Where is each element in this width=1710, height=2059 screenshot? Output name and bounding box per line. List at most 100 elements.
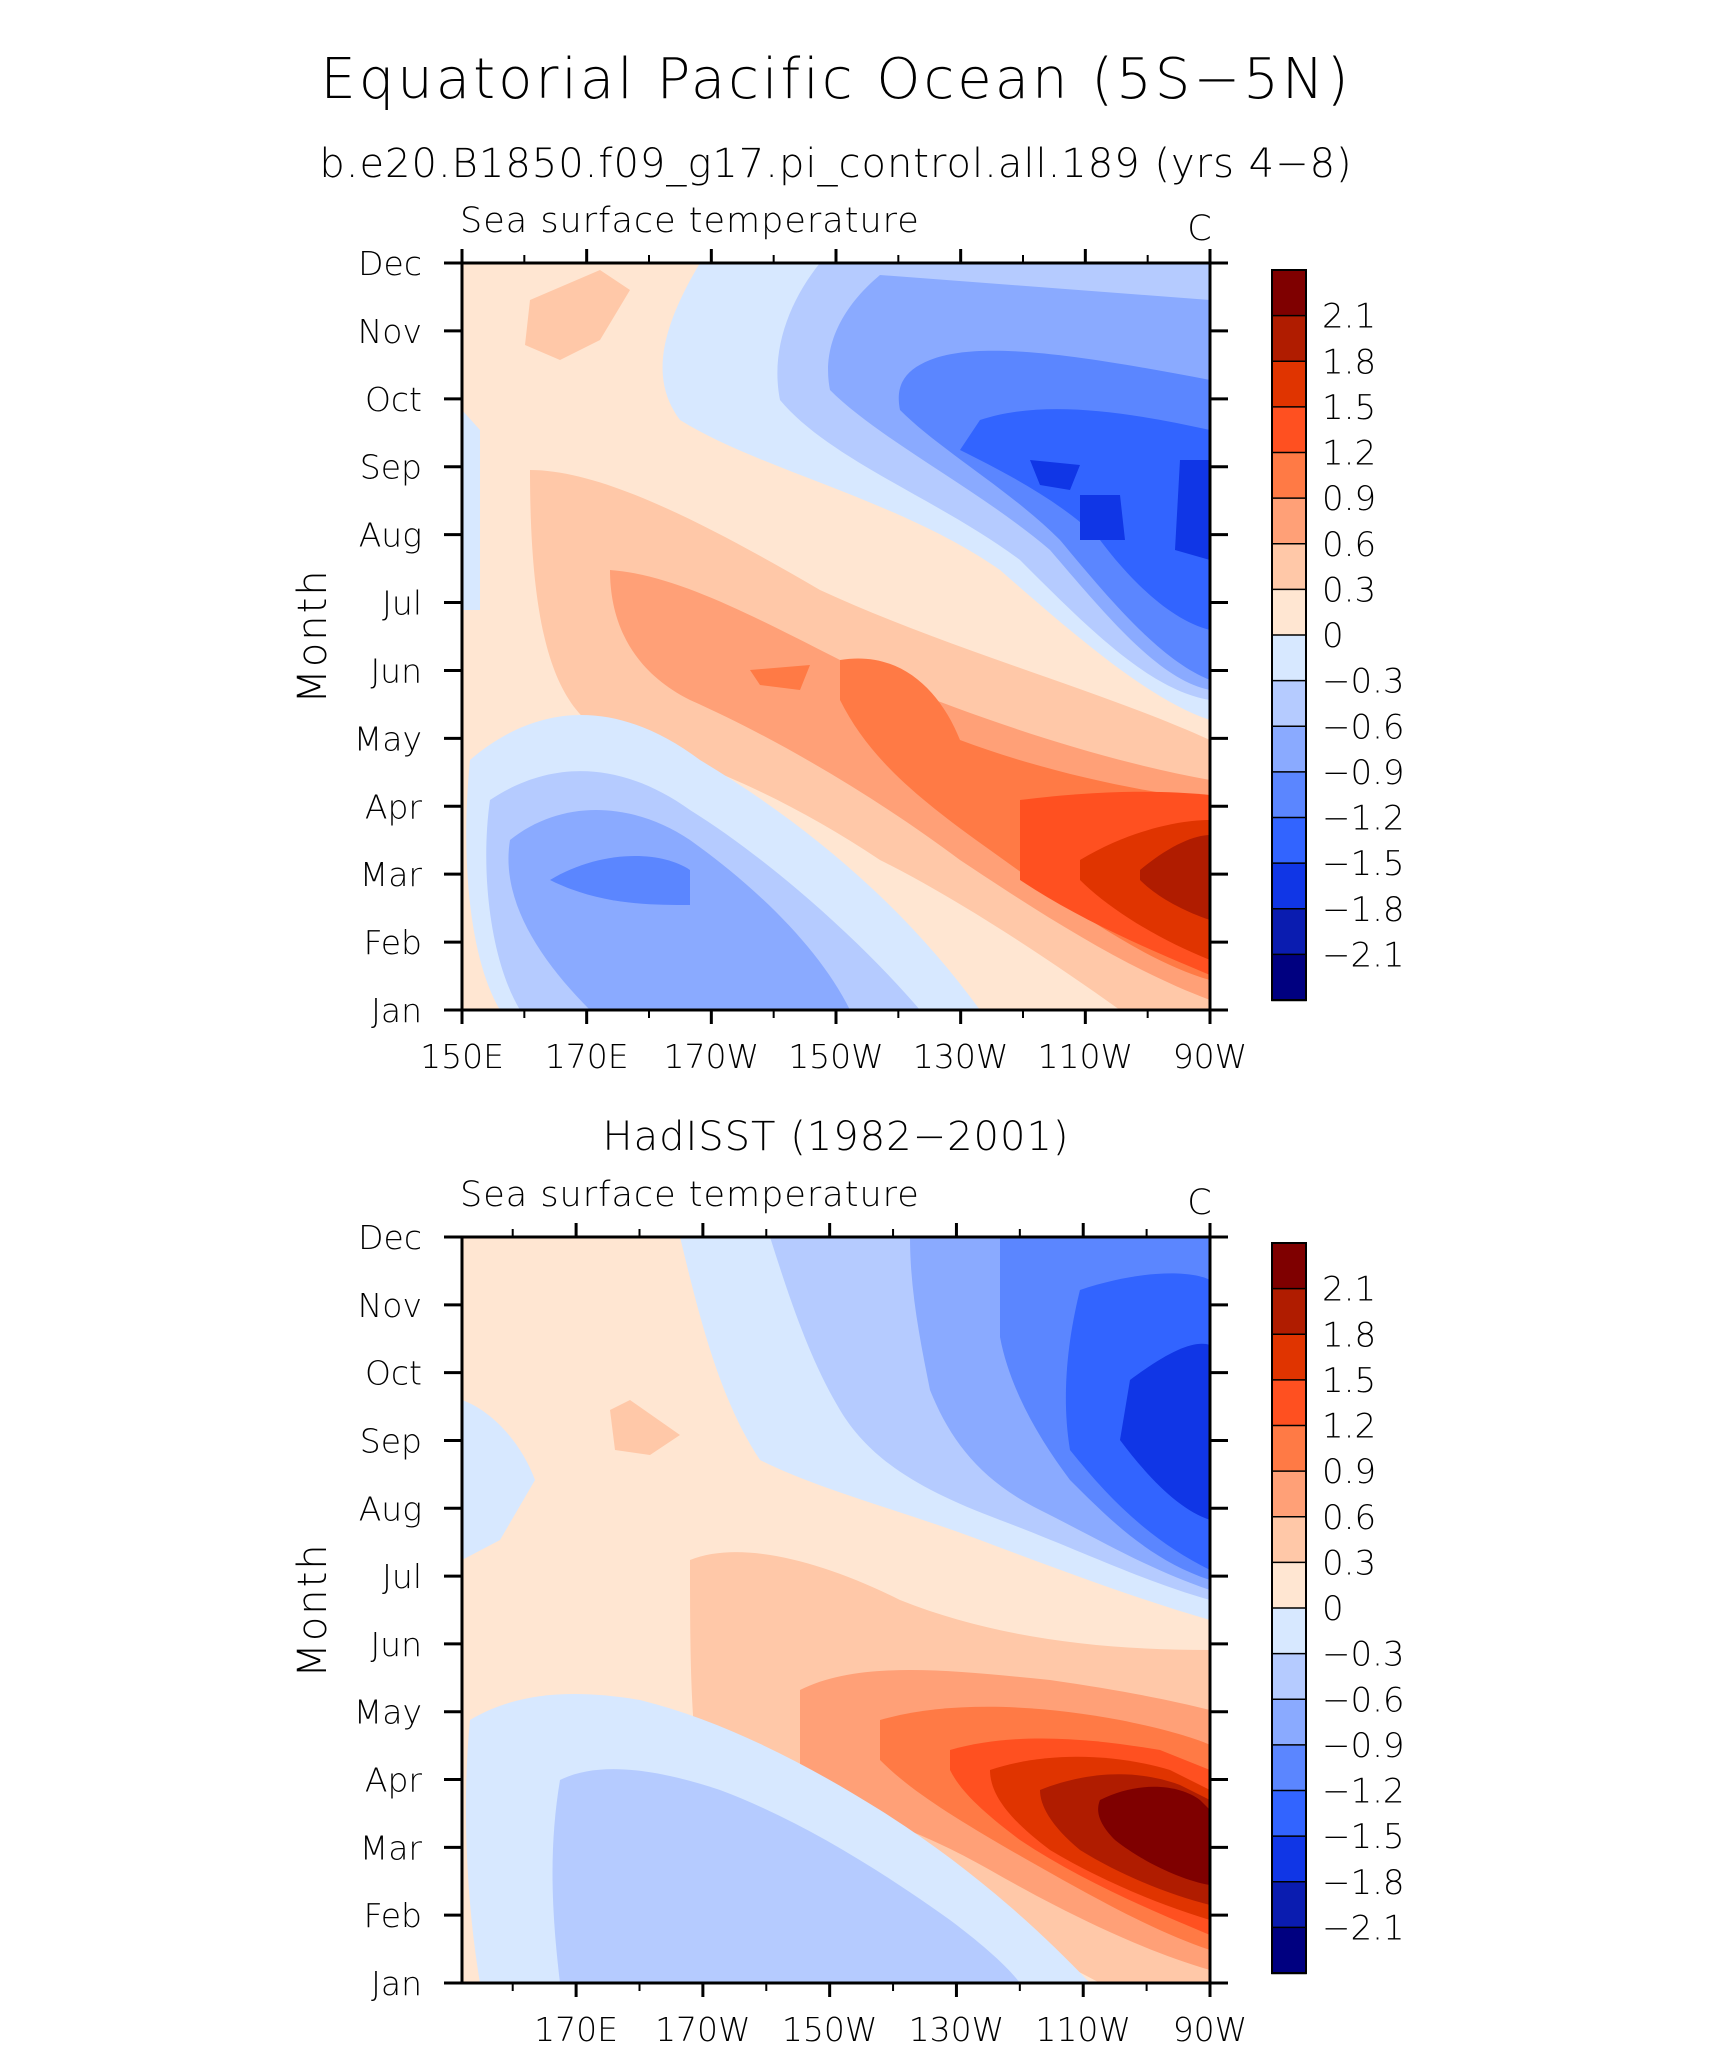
colorbar-box <box>1271 1881 1307 1929</box>
colorbar-box <box>1271 1424 1307 1473</box>
y-tick-label: Jan <box>371 991 422 1030</box>
y-tick-label: Mar <box>360 1828 423 1867</box>
panel1-axes: 150E 170E 170W 150W 130W 110W 90W Jan Feb Mar Apr M… <box>354 244 1248 1076</box>
colorbar-box <box>1271 1926 1307 1975</box>
x-tick-label: 170W <box>664 1037 760 1076</box>
x-tick-label: 150W <box>782 2010 878 2049</box>
figure-title: Equatorial Pacific Ocean (5S−5N) <box>320 47 1351 112</box>
y-tick-label: Aug <box>359 1489 422 1528</box>
panel2-left-label: Sea surface temperature <box>460 1175 920 1215</box>
y-tick-label: Dec <box>358 244 422 283</box>
y-tick-label: Sep <box>360 1421 422 1460</box>
x-tick-label: 170E <box>545 1037 629 1076</box>
contour-cold-blob-2 <box>508 810 850 1010</box>
x-tick-label: 170W <box>655 2010 751 2049</box>
colorbar-box <box>1271 1379 1307 1427</box>
panel2-field <box>462 1237 1210 1983</box>
colorbar-frame <box>1271 1242 1307 1974</box>
colorbar-label: 0 <box>1322 616 1344 656</box>
panel2-ylabel: Month <box>290 1542 336 1677</box>
colorbar-box <box>1271 1242 1307 1290</box>
contour-left-neg <box>462 410 480 610</box>
contour-pos-6 <box>1098 1786 1210 1885</box>
y-tick-label: Feb <box>364 923 422 962</box>
y-tick-label: Aug <box>359 516 422 555</box>
colorbar-box <box>1271 1516 1307 1564</box>
contour-neg-5 <box>1030 460 1210 560</box>
colorbar-box <box>1271 1287 1307 1336</box>
contour-cold-blob-3 <box>550 856 690 905</box>
colorbar-box <box>1271 1698 1307 1747</box>
panel2-colorbar: 2.1 1.8 1.5 1.2 0.9 0.6 0.3 0 −0.3 −0.6 −0.9 −1.2 −1… <box>1271 1242 1405 1975</box>
contour-cold-blob-1 <box>552 1769 1020 1983</box>
colorbar-label: 2.1 <box>1322 297 1376 337</box>
colorbar-box <box>1271 1652 1307 1701</box>
colorbar-box <box>1271 406 1307 454</box>
colorbar-label: −0.3 <box>1322 662 1405 702</box>
contour-top-warm <box>610 1400 680 1455</box>
x-tick-label: 150W <box>788 1037 884 1076</box>
y-tick-label: Nov <box>358 1286 422 1325</box>
colorbar-label: −2.1 <box>1322 1908 1405 1948</box>
panel1-left-label: Sea surface temperature <box>460 201 920 241</box>
x-tick-label: 130W <box>913 1037 1009 1076</box>
colorbar-label: −1.8 <box>1322 890 1405 930</box>
colorbar-label: −1.5 <box>1322 1817 1405 1857</box>
colorbar-box <box>1271 1561 1307 1610</box>
colorbar-label: −0.6 <box>1322 1680 1405 1720</box>
colorbar-box <box>1271 1789 1307 1838</box>
colorbar-box <box>1271 862 1307 910</box>
colorbar-label: 0.6 <box>1322 525 1376 565</box>
contour-neg-5 <box>1120 1343 1210 1520</box>
y-tick-label: Oct <box>365 1354 422 1393</box>
y-tick-label: Jun <box>370 1625 422 1664</box>
colorbar-label: 1.2 <box>1322 1407 1376 1447</box>
y-tick-label: Jul <box>382 584 422 623</box>
y-tick-label: Jan <box>371 1964 422 2003</box>
contour-left-neg <box>462 1400 535 1560</box>
panel1-field <box>462 263 1210 1010</box>
y-tick-label: Jun <box>370 651 422 690</box>
colorbar-box <box>1271 543 1307 591</box>
panel1-title: b.e20.B1850.f09_g17.pi_control.all.189 (… <box>319 141 1352 187</box>
colorbar-box <box>1271 588 1307 637</box>
colorbar-box <box>1271 497 1307 545</box>
colorbar-label: −1.5 <box>1322 844 1405 884</box>
panel2-axes: 170E 170W 150W 130W 110W 90W Jan Feb Mar Apr May Ju… <box>354 1218 1248 2049</box>
y-tick-label: May <box>354 719 422 758</box>
colorbar-box <box>1271 1607 1307 1655</box>
colorbar-label: 2.1 <box>1322 1270 1376 1310</box>
colorbar-box <box>1271 908 1307 956</box>
contour-pos-5 <box>1140 835 1210 920</box>
x-tick-label: 90W <box>1173 2010 1248 2049</box>
colorbar-label: 0.3 <box>1322 570 1376 610</box>
x-tick-label: 170E <box>534 2010 618 2049</box>
panel2-title: HadISST (1982−2001) <box>602 1114 1069 1160</box>
colorbar-label: −0.9 <box>1322 1726 1405 1766</box>
y-tick-label: Apr <box>365 787 423 826</box>
colorbar-box <box>1271 953 1307 1002</box>
colorbar-box <box>1271 1470 1307 1518</box>
colorbar-label: 0.6 <box>1322 1498 1376 1538</box>
colorbar-label: −1.2 <box>1322 799 1405 839</box>
y-tick-label: May <box>354 1693 422 1732</box>
colorbar-box <box>1271 816 1307 865</box>
y-tick-label: Jul <box>382 1557 422 1596</box>
colorbar-box <box>1271 1333 1307 1382</box>
panel1-ylabel: Month <box>290 568 336 703</box>
y-tick-label: Sep <box>360 448 422 487</box>
panel1-units: C <box>1187 209 1212 249</box>
colorbar-label: 1.2 <box>1322 434 1376 474</box>
y-tick-label: Apr <box>365 1761 423 1800</box>
x-tick-label: 90W <box>1173 1037 1248 1076</box>
colorbar-label: −2.1 <box>1322 935 1405 975</box>
colorbar-label: 1.5 <box>1322 1361 1376 1401</box>
colorbar-label: 1.8 <box>1322 342 1376 382</box>
colorbar-box <box>1271 634 1307 682</box>
colorbar-label: 1.8 <box>1322 1315 1376 1355</box>
colorbar-label: 0.3 <box>1322 1543 1376 1583</box>
x-tick-label: 130W <box>909 2010 1005 2049</box>
x-tick-label: 110W <box>1038 1037 1134 1076</box>
colorbar-box <box>1271 269 1307 317</box>
